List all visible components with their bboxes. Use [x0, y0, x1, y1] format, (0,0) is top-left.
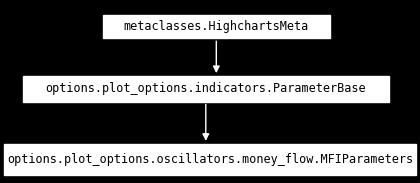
FancyBboxPatch shape — [103, 15, 330, 38]
Text: options.plot_options.indicators.ParameterBase: options.plot_options.indicators.Paramete… — [45, 82, 366, 95]
FancyBboxPatch shape — [23, 76, 388, 102]
FancyBboxPatch shape — [4, 144, 416, 175]
Text: metaclasses.HighchartsMeta: metaclasses.HighchartsMeta — [123, 20, 309, 33]
Text: options.plot_options.oscillators.money_flow.MFIParameters: options.plot_options.oscillators.money_f… — [7, 153, 413, 166]
